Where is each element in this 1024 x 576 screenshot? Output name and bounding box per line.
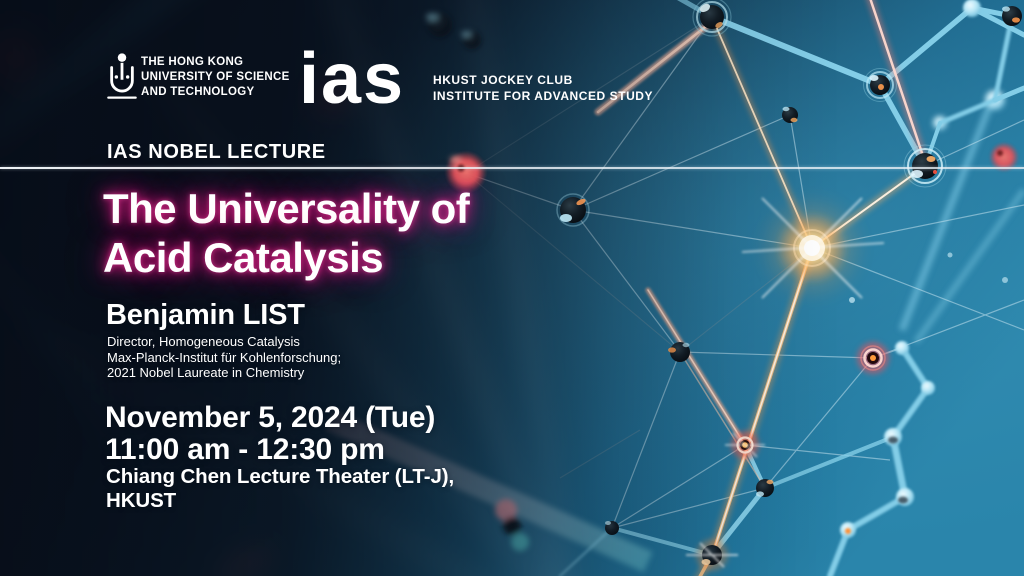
ias-name-line: INSTITUTE FOR ADVANCED STUDY xyxy=(433,88,654,103)
hkust-name-line: UNIVERSITY OF SCIENCE xyxy=(141,70,290,83)
hkust-wordmark: THE HONG KONG UNIVERSITY OF SCIENCE AND … xyxy=(141,55,290,99)
hkust-name-line: AND TECHNOLOGY xyxy=(141,85,255,98)
lecture-title: The Universality of Acid Catalysis xyxy=(103,184,470,282)
speaker-credentials: Director, Homogeneous Catalysis Max-Plan… xyxy=(107,334,341,381)
event-time: 11:00 am - 12:30 pm xyxy=(105,433,385,466)
hkust-emblem-icon xyxy=(107,53,137,99)
ias-logotype-icon: ias xyxy=(299,39,405,119)
event-venue-line: HKUST xyxy=(106,488,177,512)
series-label: IAS NOBEL LECTURE xyxy=(107,141,326,163)
ias-name-line: HKUST JOCKEY CLUB xyxy=(433,73,573,87)
hkust-name-line: THE HONG KONG xyxy=(141,56,244,68)
lecture-title-line: The Universality of xyxy=(103,185,470,232)
speaker-credential-line: Max-Planck-Institut für Kohlenforschung; xyxy=(107,349,342,365)
ias-wordmark: HKUST JOCKEY CLUB INSTITUTE FOR ADVANCED… xyxy=(433,73,653,104)
divider-line xyxy=(0,167,1024,169)
hkust-logo xyxy=(106,50,138,102)
ias-logotype-text: ias xyxy=(301,50,405,108)
event-venue-line: Chiang Chen Lecture Theater (LT-J), xyxy=(106,465,455,488)
lecture-title-line: Acid Catalysis xyxy=(103,234,384,281)
event-date: November 5, 2024 (Tue) xyxy=(105,401,436,434)
ias-logo: ias xyxy=(299,39,425,119)
event-venue: Chiang Chen Lecture Theater (LT-J), HKUS… xyxy=(106,465,454,512)
speaker-credential-line: 2021 Nobel Laureate in Chemistry xyxy=(107,365,305,380)
speaker-name: Benjamin LIST xyxy=(106,299,305,331)
speaker-credential-line: Director, Homogeneous Catalysis xyxy=(107,334,300,349)
